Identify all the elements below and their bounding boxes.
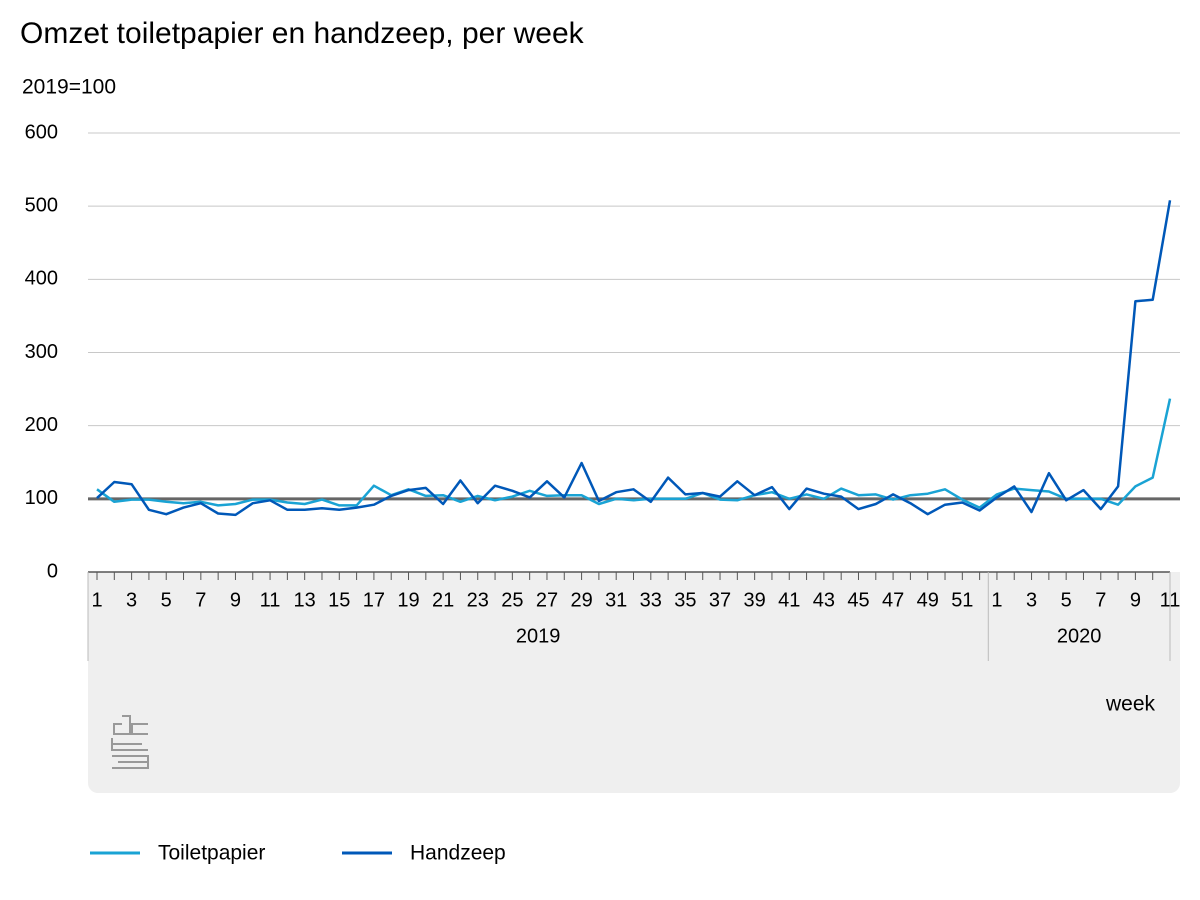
x-tick-label: 21 bbox=[432, 589, 454, 611]
x-tick-label: 7 bbox=[1095, 589, 1106, 611]
x-tick-label: 13 bbox=[294, 589, 316, 611]
x-group-label: 2020 bbox=[1057, 625, 1102, 647]
y-tick-label: 500 bbox=[25, 194, 58, 216]
y-tick-label: 100 bbox=[25, 487, 58, 509]
y-tick-label: 600 bbox=[25, 121, 58, 143]
x-tick-label: 1 bbox=[91, 589, 102, 611]
x-tick-label: 43 bbox=[813, 589, 835, 611]
x-tick-label: 51 bbox=[951, 589, 973, 611]
x-tick-label: 49 bbox=[917, 589, 939, 611]
x-tick-label: 31 bbox=[605, 589, 627, 611]
x-tick-label: 37 bbox=[709, 589, 731, 611]
x-tick-label: 47 bbox=[882, 589, 904, 611]
x-tick-label: 35 bbox=[674, 589, 696, 611]
x-group-label: 2019 bbox=[516, 625, 561, 647]
x-axis-label: week bbox=[1105, 693, 1156, 716]
x-tick-label: 29 bbox=[570, 589, 592, 611]
x-tick-label: 3 bbox=[1026, 589, 1037, 611]
chart-title: Omzet toiletpapier en handzeep, per week bbox=[20, 17, 585, 50]
x-tick-label: 17 bbox=[363, 589, 385, 611]
x-tick-label: 19 bbox=[397, 589, 419, 611]
x-tick-label: 41 bbox=[778, 589, 800, 611]
x-tick-label: 39 bbox=[744, 589, 766, 611]
x-tick-label: 27 bbox=[536, 589, 558, 611]
x-tick-label: 9 bbox=[230, 589, 241, 611]
y-tick-label: 0 bbox=[47, 560, 58, 582]
x-tick-label: 9 bbox=[1130, 589, 1141, 611]
axis-panel-top bbox=[88, 572, 1180, 592]
y-tick-label: 200 bbox=[25, 414, 58, 436]
axis-panel bbox=[88, 572, 1180, 793]
y-tick-label: 300 bbox=[25, 341, 58, 363]
x-tick-label: 45 bbox=[847, 589, 869, 611]
x-tick-label: 25 bbox=[501, 589, 523, 611]
x-tick-label: 7 bbox=[195, 589, 206, 611]
x-tick-label: 33 bbox=[640, 589, 662, 611]
x-tick-label: 5 bbox=[161, 589, 172, 611]
x-tick-label: 1 bbox=[991, 589, 1002, 611]
logo bbox=[111, 715, 149, 769]
x-tick-label: 15 bbox=[328, 589, 350, 611]
data-line bbox=[96, 200, 1172, 517]
chart-subtitle: 2019=100 bbox=[22, 76, 116, 99]
x-tick-label: 23 bbox=[467, 589, 489, 611]
data-line bbox=[96, 398, 1172, 509]
y-tick-label: 400 bbox=[25, 268, 58, 290]
x-tick-label: 5 bbox=[1061, 589, 1072, 611]
x-tick-label: 3 bbox=[126, 589, 137, 611]
x-tick-label: 11 bbox=[260, 589, 281, 611]
legend-label: Toiletpapier bbox=[158, 842, 265, 865]
legend-label: Handzeep bbox=[410, 842, 506, 865]
